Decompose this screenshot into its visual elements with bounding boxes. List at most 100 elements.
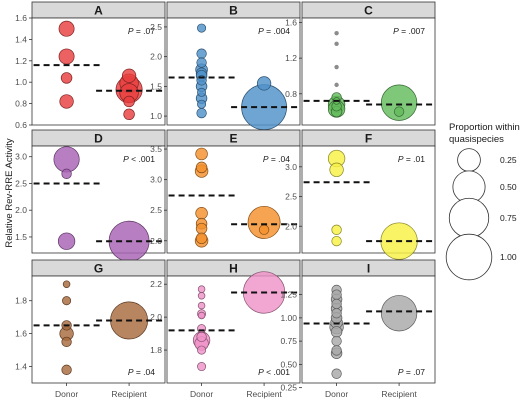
data-point xyxy=(195,161,208,174)
y-tick-label: 1.0 xyxy=(150,111,162,121)
y-tick-label: 0.50 xyxy=(280,359,297,369)
panel-i: I 0.25 0.50 0.75 1.00 1.25 P = .07 Donor Recipie… xyxy=(280,259,436,399)
p-value-label: P = .04 xyxy=(263,154,290,164)
y-tick-label: 2.5 xyxy=(285,192,297,202)
data-point xyxy=(195,232,208,245)
y-tick-label: 1.6 xyxy=(15,13,27,23)
plot-frame xyxy=(301,275,436,384)
legend-title-line1: Proportion within xyxy=(449,122,520,133)
y-tick-label: 1.8 xyxy=(15,296,27,306)
data-point xyxy=(331,368,342,379)
data-point xyxy=(197,285,206,293)
panel-title: H xyxy=(229,262,238,276)
data-point xyxy=(58,20,75,37)
panel-title: D xyxy=(94,132,103,146)
y-tick-label: 2.0 xyxy=(150,52,162,62)
y-tick-label: 1.25 xyxy=(280,290,297,300)
y-axis-label: Relative Rev-RRE Activity xyxy=(4,138,15,248)
p-value-label: P = .004 xyxy=(258,26,290,36)
data-point xyxy=(58,48,75,65)
data-point xyxy=(123,108,135,121)
plot-frame xyxy=(166,145,301,254)
data-point xyxy=(197,99,207,109)
data-point xyxy=(331,235,342,247)
legend-key-label: 0.75 xyxy=(500,213,517,223)
y-tick-label: 1.4 xyxy=(15,362,27,372)
y-tick-label: 3.0 xyxy=(150,175,162,185)
data-point xyxy=(197,345,207,355)
data-point xyxy=(256,76,272,91)
panel-b: B 1.0 1.5 2.0 2.5 P = .004 xyxy=(150,1,301,131)
data-point xyxy=(331,289,342,300)
p-value-label: P = .007 xyxy=(393,26,425,36)
data-point xyxy=(60,72,73,84)
data-point xyxy=(197,362,207,372)
data-point xyxy=(329,162,344,177)
data-point xyxy=(53,146,80,173)
data-point xyxy=(334,30,339,36)
data-point xyxy=(393,106,405,117)
data-point xyxy=(197,87,207,97)
legend-key-circle xyxy=(448,197,490,239)
p-value-label: P < .001 xyxy=(258,367,290,377)
data-point xyxy=(197,292,206,300)
x-tick-label: Recipient xyxy=(111,389,147,399)
y-tick-label: 2.2 xyxy=(150,279,162,289)
p-value-label: P = .07 xyxy=(128,26,155,36)
data-point xyxy=(331,345,342,356)
legend-key-label: 1.00 xyxy=(500,252,517,262)
p-value-label: P = .04 xyxy=(128,367,155,377)
panel-title: A xyxy=(94,4,103,18)
y-tick-label: 0.25 xyxy=(280,383,297,393)
data-point xyxy=(334,82,339,88)
data-point xyxy=(258,224,270,235)
panel-title: I xyxy=(367,262,370,276)
y-tick-label: 1.6 xyxy=(285,17,297,27)
x-tick-label: Recipient xyxy=(381,389,417,399)
p-value-label: P = .07 xyxy=(398,367,425,377)
data-point xyxy=(196,331,207,343)
panel-title: F xyxy=(365,132,372,146)
data-point xyxy=(334,64,339,70)
legend-key-label: 0.50 xyxy=(500,182,517,192)
data-point xyxy=(330,326,343,338)
panel-title: E xyxy=(229,132,237,146)
data-point xyxy=(59,94,74,109)
y-tick-label: 0.6 xyxy=(15,120,27,130)
y-tick-label: 2.0 xyxy=(150,236,162,246)
x-tick-label: Donor xyxy=(325,389,348,399)
data-point xyxy=(196,57,207,68)
panel-a: A 0.6 0.8 1.0 1.2 1.4 1.6 P = .07 xyxy=(15,1,166,130)
y-tick-label: 1.2 xyxy=(15,56,27,66)
y-tick-label: 2.5 xyxy=(150,205,162,215)
plot-frame xyxy=(31,17,166,126)
data-point xyxy=(57,232,76,250)
data-point xyxy=(123,95,135,108)
data-point xyxy=(195,147,208,161)
legend-key-circle xyxy=(445,233,493,281)
y-tick-label: 1.5 xyxy=(15,232,27,242)
x-tick-label: Recipient xyxy=(246,389,282,399)
y-tick-label: 1.00 xyxy=(280,313,297,323)
y-tick-label: 1.0 xyxy=(15,77,27,87)
y-tick-label: 1.8 xyxy=(150,345,162,355)
data-point xyxy=(195,207,208,220)
y-tick-label: 1.6 xyxy=(15,329,27,339)
panel-g: G 1.4 1.6 1.8 P = .04 Donor Recipient xyxy=(15,259,166,399)
data-point xyxy=(61,364,72,375)
data-point xyxy=(121,68,137,83)
x-tick-label: Donor xyxy=(190,389,213,399)
panel-f: F 2.0 2.5 3.0 P = .01 xyxy=(285,129,436,260)
y-tick-label: 1.5 xyxy=(150,81,162,91)
data-point xyxy=(62,280,71,288)
panel-title: C xyxy=(364,4,373,18)
panel-h: H 1.8 2.0 2.2 P < .001 Donor Recipient xyxy=(150,259,301,399)
data-point xyxy=(62,296,72,306)
p-value-label: P < .001 xyxy=(123,154,155,164)
y-tick-label: 2.0 xyxy=(15,205,27,215)
data-point xyxy=(197,23,207,33)
legend-key-circle xyxy=(457,148,481,172)
data-point xyxy=(331,335,342,347)
